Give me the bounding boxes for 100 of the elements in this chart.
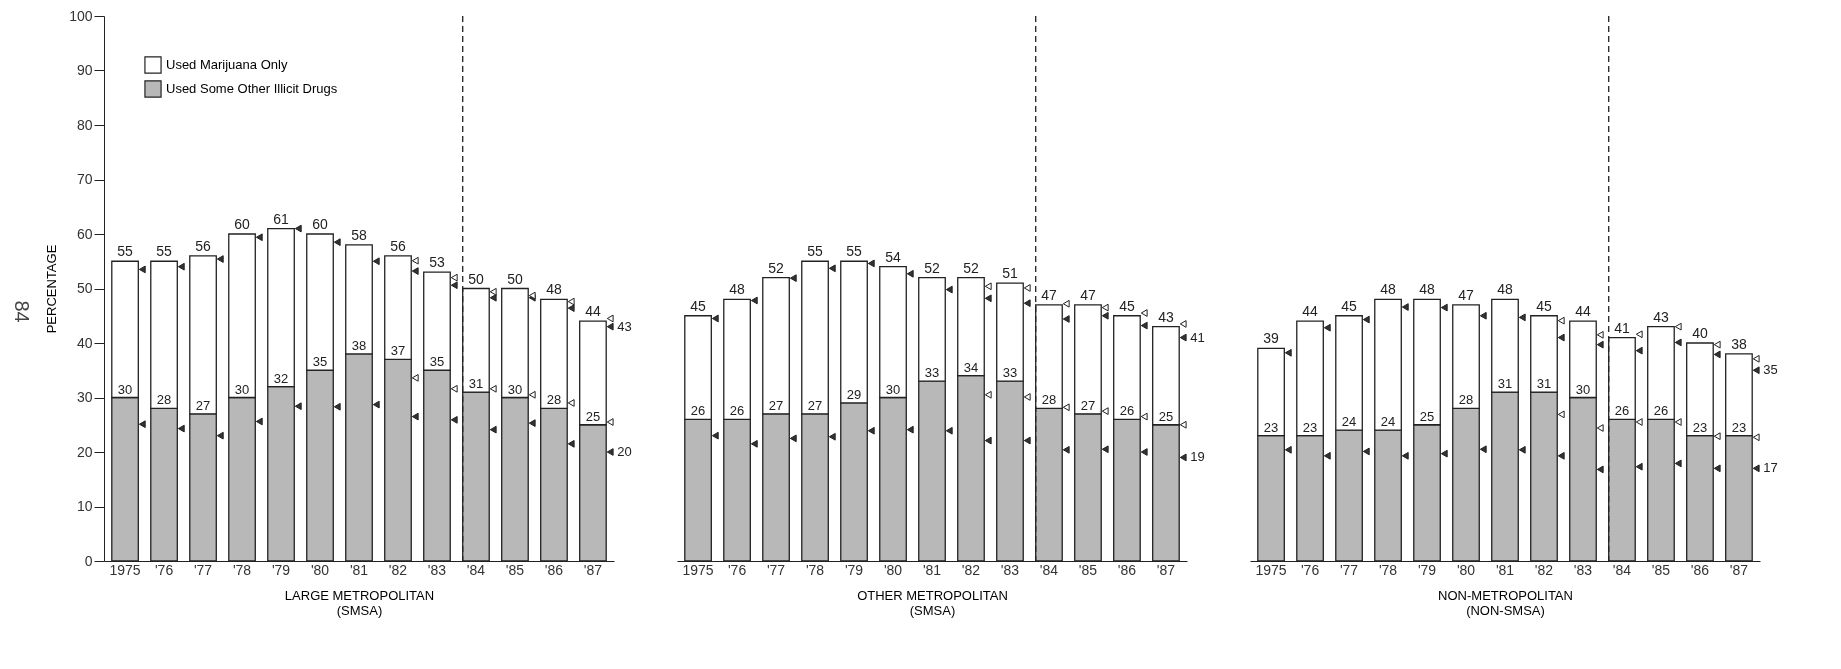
data-label: 25 (1419, 408, 1435, 424)
data-label: 33 (924, 365, 940, 381)
data-label: 34 (963, 359, 979, 375)
data-label: 38 (351, 337, 367, 353)
x-axis-title: LARGE METROPOLITAN (SMSA) (284, 587, 435, 618)
data-label: 26 (690, 403, 706, 419)
data-label: 27 (195, 397, 211, 413)
total-label: 43 (1653, 308, 1669, 325)
x-tick-label: '80 (1456, 561, 1476, 578)
x-tick-label: '78 (1378, 561, 1398, 578)
total-label: 45 (1341, 297, 1358, 314)
y-axis-title: PERCENTAGE (44, 244, 60, 334)
total-label: 40 (1692, 325, 1708, 341)
total-label: 39 (1263, 330, 1280, 347)
total-label: 56 (195, 237, 212, 254)
total-label: 55 (156, 243, 173, 260)
x-tick-label: '76 (727, 561, 747, 578)
total-label: 48 (546, 281, 562, 298)
data-label: 28 (1458, 392, 1474, 408)
data-label: 27 (807, 397, 823, 413)
legend-label: Used Some Other Illicit Drugs (166, 81, 338, 96)
total-label: 43 (1158, 308, 1174, 325)
total-label: 47 (1041, 286, 1057, 303)
y-tick-label: 80 (76, 116, 93, 133)
x-tick-label: '82 (961, 561, 981, 578)
total-label: 50 (507, 270, 523, 287)
x-tick-label: '86 (1117, 561, 1137, 578)
x-tick-label: 1975 (109, 561, 141, 578)
x-tick-label: '87 (583, 561, 603, 578)
total-label: 45 (1536, 297, 1552, 314)
x-tick-label: '86 (1690, 561, 1710, 578)
x-tick-label: '81 (349, 561, 369, 578)
total-label: 56 (390, 237, 406, 254)
data-label: 30 (234, 381, 250, 397)
data-label: 17 (1763, 460, 1778, 476)
total-label: 58 (351, 226, 367, 243)
y-tick-label: 30 (76, 389, 93, 405)
x-tick-label: '87 (1156, 561, 1176, 578)
total-label: 54 (885, 248, 902, 265)
data-label: 30 (507, 381, 523, 397)
total-label: 52 (924, 259, 940, 276)
data-label: 30 (117, 381, 133, 397)
data-label: 28 (546, 392, 562, 408)
total-label: 52 (963, 259, 979, 276)
total-label: 45 (1119, 297, 1135, 314)
total-label: 60 (312, 216, 329, 232)
data-label: 28 (1041, 392, 1057, 408)
x-tick-label: '81 (1495, 561, 1515, 578)
x-tick-label: '79 (271, 561, 291, 578)
total-label: 38 (1731, 335, 1747, 352)
data-label: 37 (390, 343, 406, 359)
x-tick-label: '84 (1039, 561, 1059, 578)
total-label: 44 (1302, 303, 1319, 320)
x-tick-label: '78 (232, 561, 252, 578)
total-label: 47 (1458, 286, 1475, 303)
data-label: 31 (468, 376, 484, 392)
total-label: 53 (429, 254, 445, 271)
data-label: 41 (1190, 329, 1205, 345)
x-tick-label: '77 (766, 561, 786, 578)
data-label: 28 (156, 392, 172, 408)
total-label: 55 (846, 243, 863, 260)
data-label: 32 (273, 370, 289, 386)
total-label: 55 (117, 243, 134, 260)
total-label: 47 (1080, 286, 1096, 303)
x-tick-label: '80 (310, 561, 330, 578)
legend-label: Used Marijuana Only (166, 57, 288, 72)
data-label: 30 (1575, 381, 1591, 397)
y-tick-label: 90 (76, 62, 93, 78)
total-label: 60 (234, 216, 251, 232)
x-tick-label: 1975 (682, 561, 714, 578)
total-label: 48 (1380, 281, 1397, 298)
total-label: 52 (768, 259, 785, 276)
x-tick-label: '83 (427, 561, 447, 578)
data-label: 29 (846, 386, 862, 402)
y-tick-label: 100 (69, 7, 93, 24)
x-tick-label: '81 (922, 561, 942, 578)
data-label: 35 (429, 354, 445, 370)
total-label: 55 (807, 243, 824, 260)
data-label: 33 (1002, 365, 1018, 381)
y-tick-label: 70 (76, 171, 93, 187)
x-axis-title: OTHER METROPOLITAN (SMSA) (857, 587, 1008, 618)
x-tick-label: '76 (154, 561, 174, 578)
total-label: 51 (1002, 265, 1018, 282)
data-label: 23 (1692, 419, 1708, 435)
data-label: 23 (1302, 419, 1318, 435)
total-label: 48 (1497, 281, 1513, 298)
data-label: 35 (1763, 362, 1778, 378)
y-tick-label: 20 (76, 443, 93, 460)
x-tick-label: '78 (805, 561, 825, 578)
x-tick-label: '83 (1573, 561, 1593, 578)
data-label: 31 (1497, 376, 1513, 392)
total-label: 44 (1575, 303, 1591, 320)
data-label: 27 (768, 397, 784, 413)
total-label: 61 (273, 210, 290, 227)
x-tick-label: '85 (1078, 561, 1098, 578)
x-tick-label: '76 (1300, 561, 1320, 578)
y-tick-label: 40 (76, 334, 93, 351)
x-tick-label: '77 (1339, 561, 1359, 578)
total-label: 48 (1419, 281, 1436, 298)
x-tick-label: 1975 (1255, 561, 1287, 578)
